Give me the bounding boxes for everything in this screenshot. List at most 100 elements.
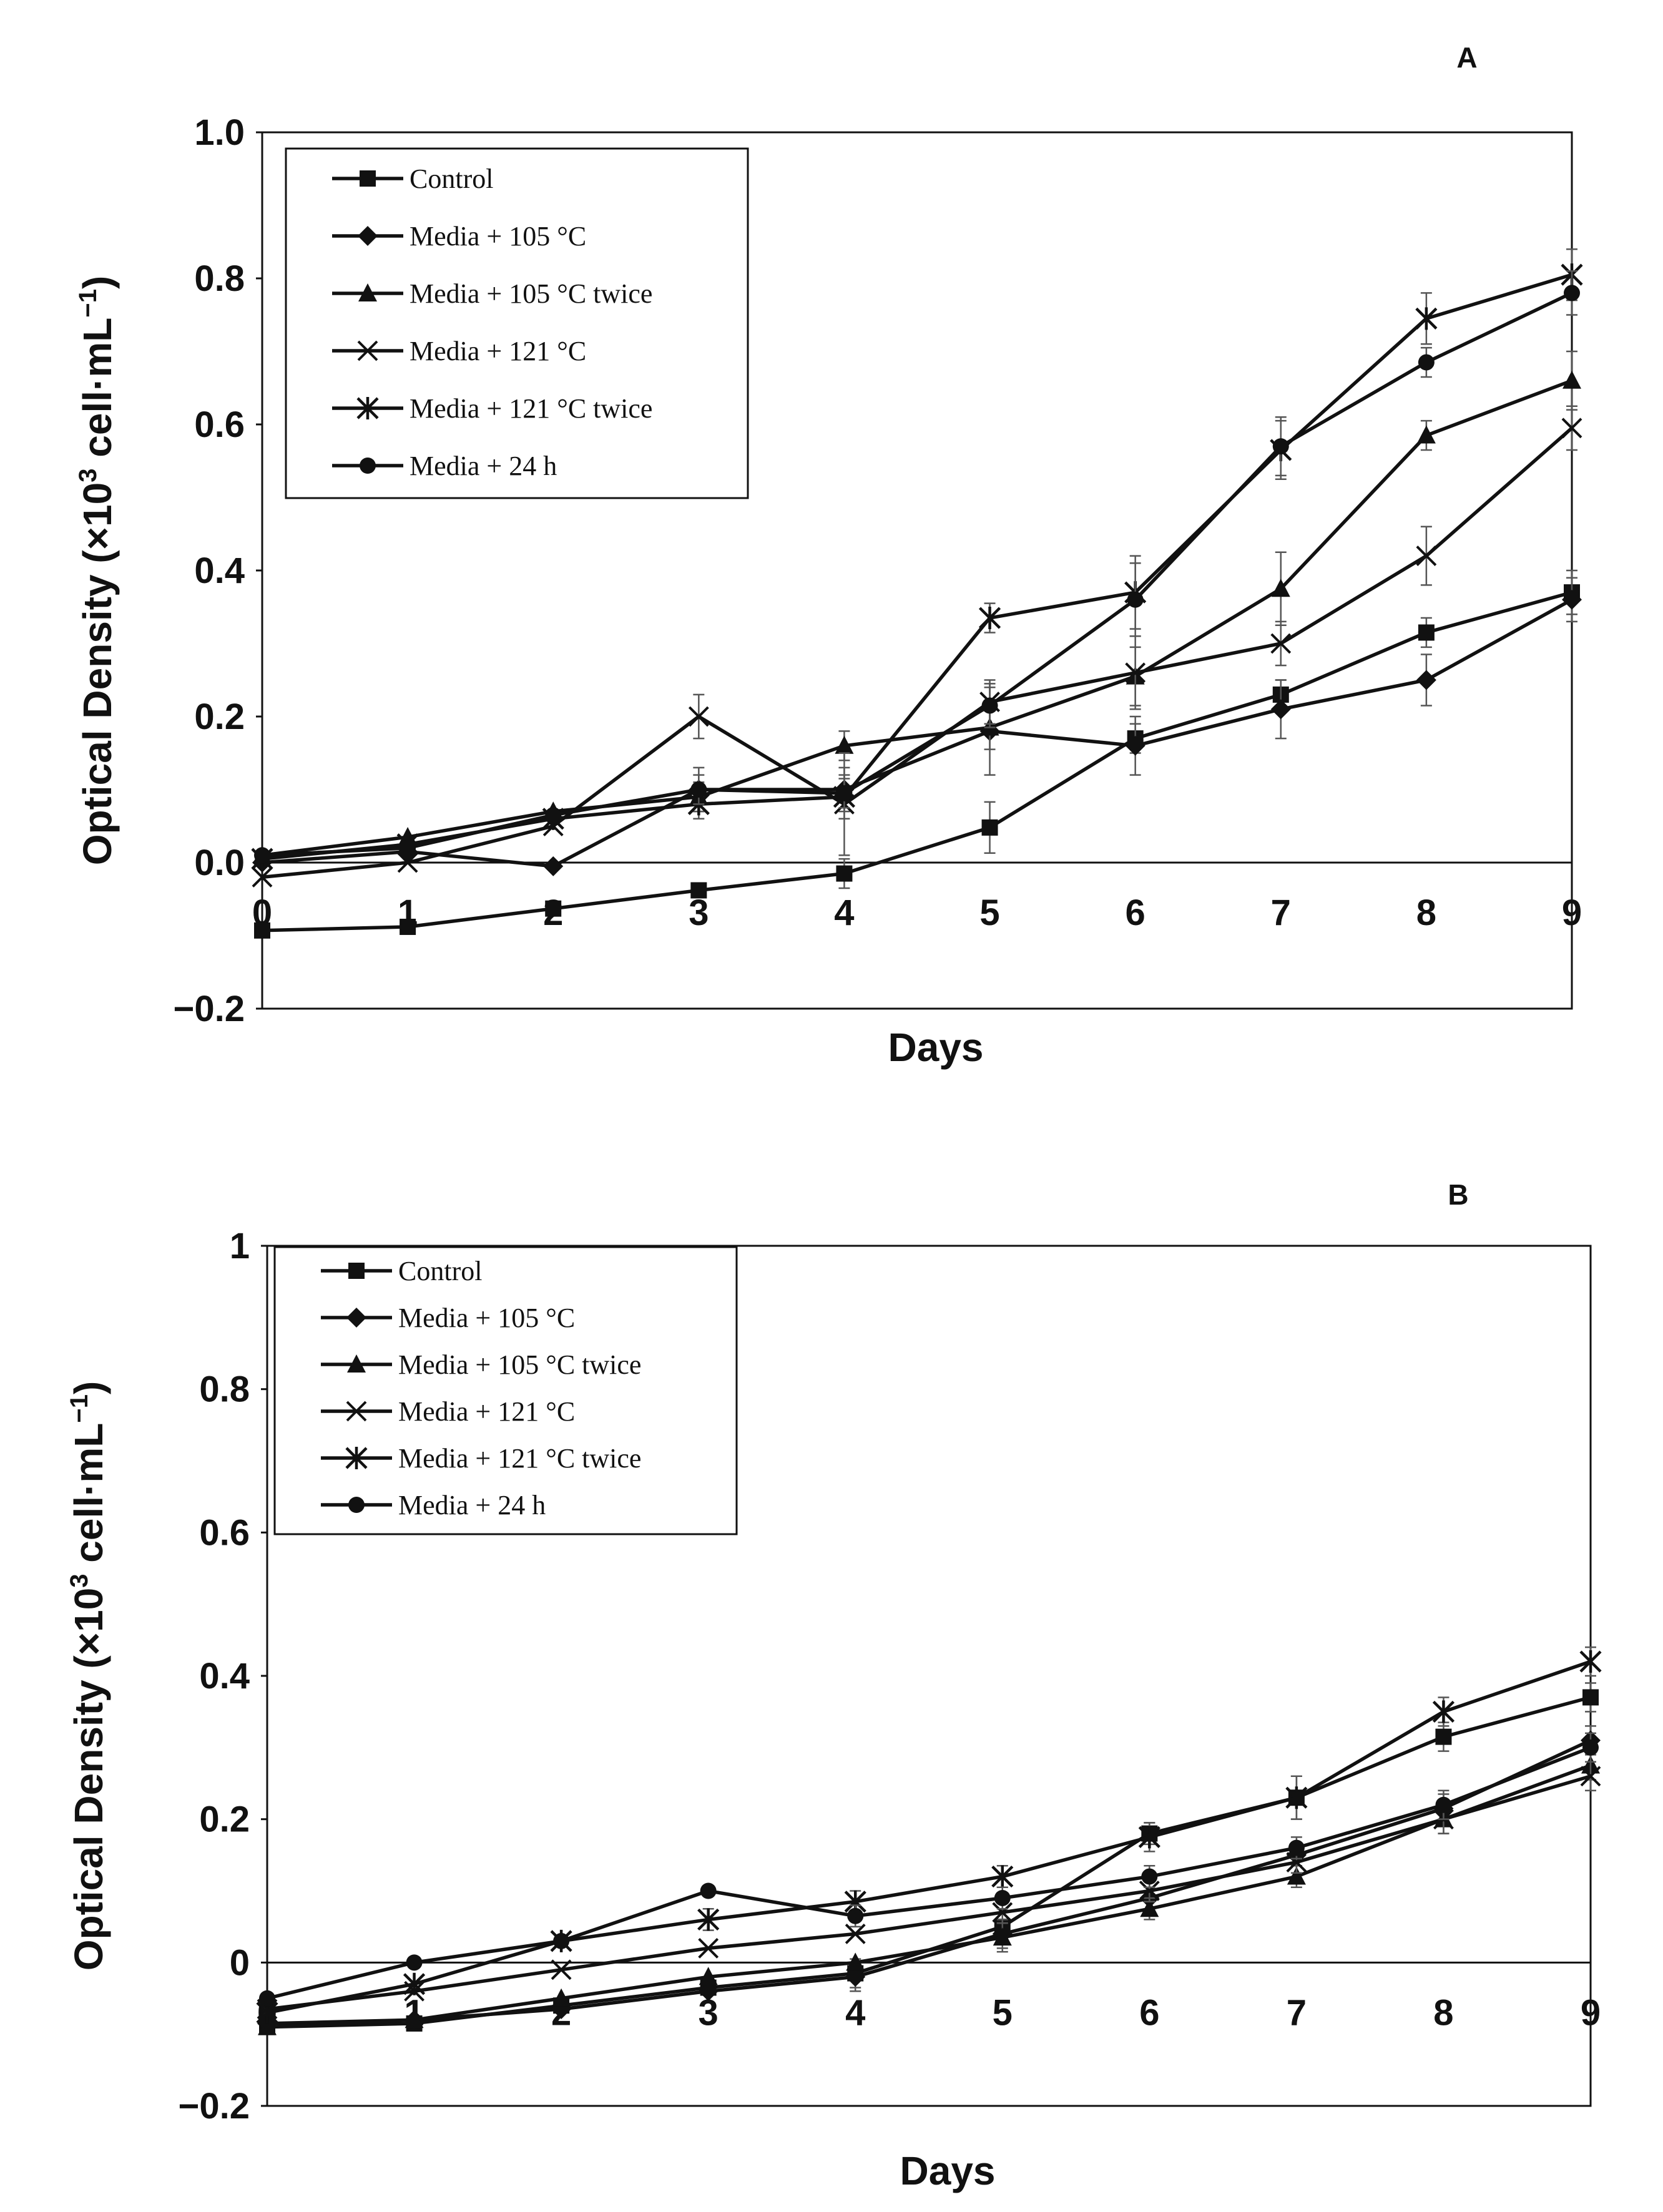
data-point-star <box>991 1865 1014 1888</box>
data-point-star <box>403 1972 426 1995</box>
x-tick-label-a: 3 <box>689 893 709 933</box>
series-line <box>267 1738 1592 2025</box>
series-line <box>262 291 1573 858</box>
data-point-square <box>400 918 416 935</box>
legend-marker-x <box>357 340 378 361</box>
data-point-circle <box>553 1932 570 1949</box>
x-tick-label-a: 4 <box>834 893 854 933</box>
legend-marker-diamond <box>346 1308 366 1328</box>
data-point-circle <box>847 1907 864 1924</box>
data-point-star <box>1138 1826 1160 1849</box>
series-b-5 <box>259 1732 1599 2007</box>
data-point-x <box>1139 1881 1160 1901</box>
data-point-square <box>1418 624 1435 641</box>
data-point-triangle <box>699 1967 718 1985</box>
x-tick-label-a: 8 <box>1416 893 1436 933</box>
legend-entry-label: Media + 121 °C <box>410 336 586 366</box>
series-line <box>262 379 1572 858</box>
y-tick-label-a: 0.0 <box>194 843 245 883</box>
x-tick-label-a: 7 <box>1271 893 1291 933</box>
data-point-star <box>697 1908 720 1931</box>
chart-panel-b: −0.200.20.40.60.810123456789DaysOptical … <box>66 1178 1602 2193</box>
legend-marker-star <box>356 397 379 419</box>
data-point-x <box>1416 546 1437 567</box>
x-axis-label-a: Days <box>888 1025 984 1070</box>
data-point-x <box>688 706 709 727</box>
data-point-triangle <box>835 735 854 754</box>
x-tick-label-a: 9 <box>1562 893 1582 933</box>
x-tick-label-b: 6 <box>1139 1992 1159 2033</box>
y-tick-label-b: 0.2 <box>199 1799 250 1840</box>
legend-entry-label: Media + 105 °C twice <box>398 1349 641 1380</box>
y-tick-label-b: 0.8 <box>199 1369 250 1410</box>
x-tick-label-a: 5 <box>979 893 999 933</box>
legend-box-b <box>273 1246 738 1535</box>
data-point-x <box>1580 1766 1601 1787</box>
data-point-triangle <box>1416 425 1436 444</box>
data-point-triangle <box>258 2017 277 2035</box>
chart-panel-a: −0.20.00.20.40.60.81.00123456789DaysOpti… <box>74 41 1583 1070</box>
data-point-circle <box>1582 1739 1599 1756</box>
data-point-triangle <box>846 1952 865 1971</box>
x-axis-label-b: Days <box>900 2148 996 2193</box>
panel-label-b: B <box>1448 1178 1468 1211</box>
legend-marker-star <box>345 1447 368 1469</box>
data-point-circle <box>1435 1796 1452 1813</box>
y-tick-label-a: 0.4 <box>194 551 245 591</box>
data-point-circle <box>545 806 562 823</box>
legend-entry-label: Media + 121 °C twice <box>410 393 652 424</box>
data-point-square <box>1435 1728 1452 1745</box>
y-tick-label-a: 0.2 <box>194 697 245 737</box>
data-point-triangle <box>1287 1866 1306 1885</box>
series-line <box>267 1774 1591 2011</box>
data-point-circle <box>400 839 416 856</box>
data-point-x <box>1270 633 1292 654</box>
legend-marker-diamond <box>358 226 378 246</box>
y-tick-label-a: −0.2 <box>174 989 245 1029</box>
data-point-circle <box>259 1990 275 2007</box>
legend-box-a <box>285 147 749 499</box>
data-point-star <box>978 607 1001 630</box>
x-tick-label-b: 4 <box>845 1992 865 2033</box>
data-point-x <box>1286 1852 1307 1872</box>
legend-marker-triangle <box>358 283 377 301</box>
x-tick-label-b: 9 <box>1581 1992 1601 2033</box>
series-line <box>267 1763 1591 2029</box>
legend-entry-label: Media + 121 °C twice <box>398 1443 641 1474</box>
data-point-diamond <box>1270 699 1291 720</box>
legend-marker-square <box>348 1263 365 1279</box>
series-line <box>262 598 1573 868</box>
data-point-square <box>981 819 998 836</box>
legend-entry-label: Media + 105 °C <box>398 1303 575 1333</box>
data-point-x <box>551 1959 572 1980</box>
data-point-square <box>836 865 853 882</box>
data-point-x <box>992 1902 1013 1923</box>
data-point-circle <box>1418 354 1435 371</box>
data-point-triangle <box>1271 579 1290 597</box>
y-tick-label-a: 0.6 <box>194 404 245 445</box>
legend-entry-label: Media + 105 °C <box>410 221 586 252</box>
legend-marker-circle <box>360 458 376 474</box>
series-a-1 <box>252 577 1582 876</box>
data-point-x <box>845 1923 866 1944</box>
data-point-star <box>1285 1786 1308 1809</box>
legend-entry-label: Media + 121 °C <box>398 1396 575 1427</box>
legend-b: Control Media + 105 °C Media + 105 °C twic… <box>273 1246 738 1535</box>
data-point-circle <box>1127 591 1144 608</box>
data-point-triangle <box>552 1988 571 2007</box>
series-line <box>267 1660 1591 2015</box>
legend-a: Control Media + 105 °C Media + 105 °C twic… <box>285 147 749 499</box>
y-tick-label-b: 1 <box>230 1226 250 1266</box>
y-axis-label-b: Optical Density (×103 cell·mL−1) <box>66 1381 111 1971</box>
y-tick-label-b: 0.4 <box>199 1656 250 1696</box>
data-point-circle <box>981 697 998 714</box>
data-point-x <box>698 1937 719 1959</box>
data-point-square <box>1582 1689 1599 1706</box>
data-point-diamond <box>1562 589 1582 610</box>
data-point-square <box>254 922 270 939</box>
data-point-square <box>690 882 707 899</box>
x-tick-label-a: 6 <box>1126 893 1145 933</box>
series-line <box>267 1746 1591 2000</box>
series-line <box>262 426 1573 879</box>
